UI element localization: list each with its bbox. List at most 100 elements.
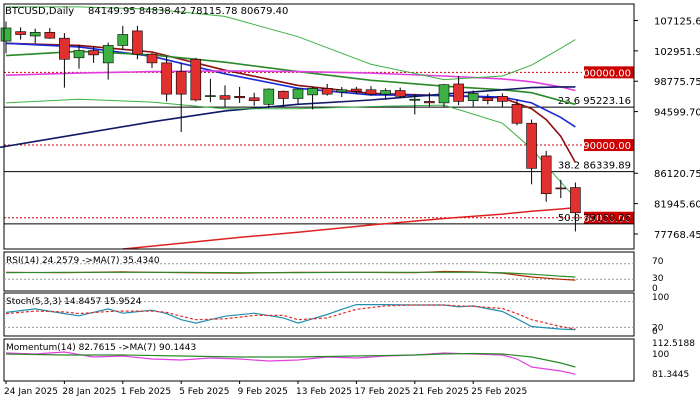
indicator-panel-border: [3, 251, 635, 292]
candle-body: [219, 95, 231, 100]
indicator-tick: 100: [652, 350, 669, 360]
ma-navy-line: [0, 86, 576, 149]
bb-lower-line: [5, 98, 576, 199]
candle-body: [205, 95, 216, 97]
x-tick-label: 5 Feb 2025: [179, 387, 229, 397]
price-panel-border: [3, 3, 635, 250]
rsi-ma: [5, 271, 576, 278]
indicator-panel: Stoch(5,3,3) 14.8457 15.9524 100 200: [3, 292, 669, 337]
candle-body: [117, 34, 129, 46]
y-tick-label: 81945.60: [654, 200, 700, 211]
candle-body: [88, 50, 99, 56]
candle-body: [175, 71, 187, 95]
y-tick-label: 98775.75: [654, 77, 700, 88]
candle-body: [526, 122, 537, 169]
candle-body: [453, 83, 464, 102]
momentum-ma: [5, 352, 576, 368]
indicator-panel: Momentum(14) 82.7615 ->MA(7) 90.1443 112.…: [3, 338, 695, 382]
candle-body: [0, 27, 12, 42]
ohlc-values: 84149.95 84838.42 78115.78 80679.40: [88, 6, 288, 17]
ma-long-red-line: [122, 206, 576, 250]
indicator-title: Stoch(5,3,3) 14.8457 15.9524: [6, 297, 142, 307]
candle-body: [15, 31, 26, 35]
y-tick-label: 77768.45: [654, 230, 700, 241]
x-tick-label: 1 Feb 2025: [121, 387, 171, 397]
candle-body: [190, 58, 202, 101]
candle-body: [146, 53, 158, 64]
candle-body: [44, 32, 56, 39]
indicator-tick: 0: [652, 327, 658, 337]
ma-blue-line: [5, 42, 576, 128]
candle-body: [234, 96, 245, 99]
candle-body: [292, 88, 304, 99]
level-badge: [584, 211, 634, 224]
indicator-tick: 70: [652, 257, 664, 267]
indicator-title: Momentum(14) 82.7615 ->MA(7) 90.1443: [6, 343, 196, 353]
fib-level-label: 23.6 95223.16: [558, 96, 631, 107]
indicator-tick: 81.3445: [652, 370, 689, 380]
x-tick-label: 28 Jan 2025: [62, 387, 116, 397]
candle-body: [161, 62, 172, 95]
chart-frame: 107125.65 102951.90 98775.75 94599.70 86120.…: [3, 3, 700, 397]
x-tick-label: 21 Feb 2025: [413, 387, 469, 397]
candle-body: [59, 37, 70, 60]
level-badge: [584, 139, 634, 152]
y-tick-label: 107125.65: [654, 17, 700, 28]
candle-body: [467, 93, 479, 101]
x-tick-label: 24 Jan 2025: [4, 387, 58, 397]
indicator-tick: 20: [652, 323, 664, 333]
symbol-label: BTCUSD,Daily: [5, 6, 74, 17]
candle-body: [497, 96, 508, 102]
level-badge: [584, 66, 634, 79]
candle-body: [380, 90, 391, 95]
candle-body: [409, 98, 421, 101]
y-tick-label: 102951.90: [654, 47, 700, 58]
candle-body: [102, 45, 114, 64]
level-label: 90000.00: [583, 141, 631, 152]
candle-body: [394, 90, 406, 97]
x-tick-label: 25 Feb 2025: [471, 387, 527, 397]
stoch-main: [5, 304, 576, 331]
ma-green-line: [5, 50, 576, 106]
candle-body: [263, 88, 275, 105]
indicator-tick: 100: [652, 293, 669, 303]
candle-body: [351, 88, 362, 92]
indicator-tick: 112.5188: [652, 339, 695, 349]
candle-body: [278, 90, 289, 99]
candle-body: [511, 104, 523, 124]
indicator-title: RSI(14) 24.2579 ->MA(7) 35.4340: [6, 256, 160, 266]
y-tick-label: 86120.75: [654, 169, 700, 180]
candle-body: [248, 97, 260, 101]
fib-level-label: 50.0 79160.26: [558, 213, 631, 224]
indicator-tick: 30: [652, 274, 664, 284]
indicator-panel-border: [3, 338, 635, 382]
candle-body: [365, 89, 377, 95]
candle-body: [132, 30, 143, 55]
level-label: 80000.00: [583, 214, 631, 225]
indicator-panels: RSI(14) 24.2579 ->MA(7) 35.4340 70300Stoc…: [3, 251, 695, 382]
candle-body: [570, 187, 581, 214]
candle-body: [438, 84, 450, 104]
indicator-tick: 0: [652, 284, 658, 294]
y-tick-label: 94599.70: [654, 108, 700, 119]
x-tick-label: 17 Feb 2025: [354, 387, 410, 397]
candle-body: [424, 101, 435, 104]
level-label: 100000.00: [577, 68, 631, 79]
indicator-panel: RSI(14) 24.2579 ->MA(7) 35.4340 70 300: [3, 251, 664, 294]
bb-upper-line: [6, 6, 576, 81]
candle-body: [29, 32, 41, 37]
candle-body: [540, 155, 552, 195]
price-panel: 100000.00 23.6 95223.16 90000.00 38.2 86339…: [0, 6, 634, 250]
indicator-panel-border: [3, 292, 635, 337]
fib-level-label: 38.2 86339.89: [558, 161, 631, 172]
candle-body: [482, 97, 494, 101]
candle-body: [555, 187, 567, 190]
candle-body: [73, 50, 85, 59]
candle-body: [321, 88, 333, 95]
ma-magenta-line: [5, 70, 576, 92]
x-tick-label: 9 Feb 2025: [238, 387, 288, 397]
stoch-signal: [5, 304, 576, 330]
x-tick-label: 13 Feb 2025: [296, 387, 352, 397]
candle-body: [336, 89, 348, 93]
